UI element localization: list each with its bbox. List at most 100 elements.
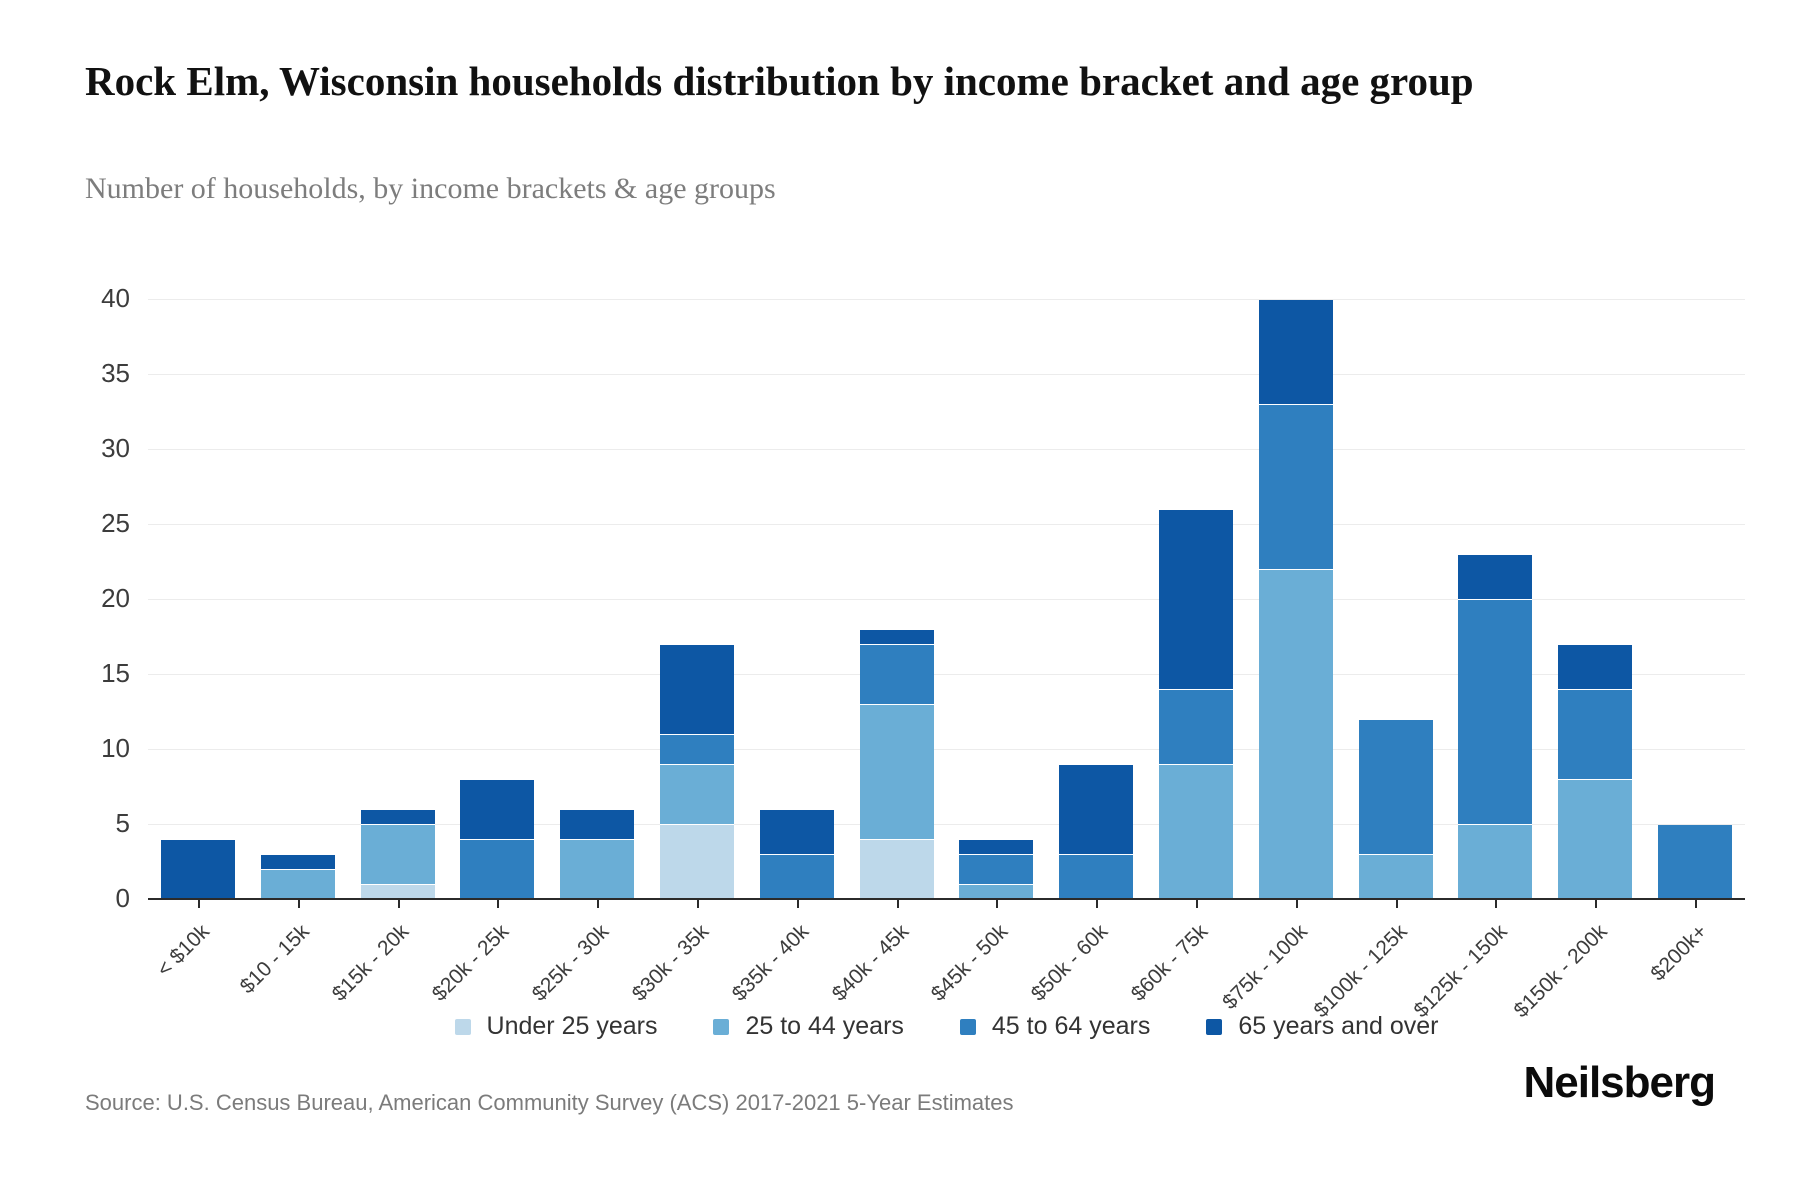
gridline	[148, 749, 1745, 750]
bar-slot: $75k - 100k	[1218, 300, 1346, 1014]
gridline	[148, 374, 1745, 375]
legend-swatch-icon	[959, 1018, 976, 1035]
bar-segment	[859, 630, 934, 645]
bar-slot: < $10k	[148, 300, 248, 981]
x-tick-label: $35k - 40k	[727, 920, 814, 1006]
x-tick-mark	[1096, 900, 1099, 908]
bars-container: < $10k $10 - 15k $15k - 20k $20k - 25k $25k …	[148, 300, 1745, 1022]
bar-segment	[260, 870, 335, 900]
bar-segment	[460, 780, 535, 840]
bar-segment	[1059, 765, 1134, 855]
x-tick-label: $45k - 50k	[927, 920, 1013, 1006]
x-tick-label: $20k - 25k	[428, 920, 514, 1006]
bar-slot: $10 - 15k	[236, 300, 348, 998]
x-tick-mark	[1495, 900, 1498, 908]
bar-segment	[460, 840, 535, 900]
bar-segment	[1159, 510, 1234, 690]
stacked-bar	[1059, 765, 1134, 900]
bar-segment	[1059, 855, 1134, 900]
x-tick-mark	[297, 900, 300, 908]
stacked-bar	[1458, 555, 1533, 900]
stacked-bar	[260, 855, 335, 900]
stacked-bar	[1658, 825, 1733, 900]
plot-area: 0 5 10 15 20 25 30 35 40 < $10k $10 - 15k $15k - 2…	[101, 283, 1745, 1022]
legend-label: 65 years and over	[1238, 1012, 1439, 1040]
bar-segment	[1558, 780, 1633, 900]
stacked-bar	[360, 810, 435, 900]
bar-slot: $20k - 25k	[428, 300, 547, 1006]
bar-slot: $50k - 60k	[1027, 300, 1146, 1006]
legend-swatch-icon	[454, 1018, 471, 1035]
x-tick-label: $60k - 75k	[1126, 920, 1213, 1006]
x-tick-label: < $10k	[152, 920, 215, 982]
bar-segment	[659, 825, 734, 900]
y-tick-label: 10	[101, 733, 130, 763]
legend-swatch-icon	[713, 1018, 730, 1035]
y-tick-label: 25	[101, 508, 130, 538]
y-tick-label: 20	[101, 583, 130, 613]
stacked-bar	[1159, 510, 1234, 900]
x-tick-mark	[1295, 900, 1298, 908]
bar-segment	[260, 855, 335, 870]
bar-segment	[160, 840, 235, 900]
x-tick-label: $30k - 35k	[627, 920, 714, 1006]
y-tick-label: 5	[115, 808, 130, 838]
y-tick-label: 15	[101, 658, 130, 688]
stacked-bar	[759, 810, 834, 900]
legend-item: 25 to 44 years	[713, 1012, 904, 1041]
chart-subtitle: Number of households, by income brackets…	[85, 172, 776, 205]
x-tick-mark	[1395, 900, 1398, 908]
x-tick-mark	[1196, 900, 1199, 908]
bar-segment	[1458, 825, 1533, 900]
bar-segment	[1258, 405, 1333, 570]
x-tick-label: $125k - 150k	[1409, 920, 1512, 1023]
stacked-bar	[859, 630, 934, 900]
legend-label: 45 to 64 years	[991, 1012, 1151, 1040]
x-tick-mark	[896, 900, 899, 908]
bar-segment	[1458, 555, 1533, 600]
bar-segment	[959, 855, 1034, 885]
stacked-bar	[1258, 300, 1333, 900]
y-tick-label: 30	[101, 433, 130, 463]
bar-segment	[1358, 720, 1433, 855]
stacked-bar	[959, 840, 1034, 900]
x-tick-mark	[696, 900, 699, 908]
gridline	[148, 674, 1745, 675]
bar-segment	[1558, 645, 1633, 690]
bar-slot: $30k - 35k	[628, 300, 747, 1006]
bar-segment	[859, 645, 934, 705]
x-tick-label: $100k - 125k	[1309, 920, 1412, 1023]
gridline	[148, 524, 1745, 525]
y-tick-label: 40	[101, 283, 130, 313]
bar-segment	[360, 825, 435, 885]
bar-segment	[959, 885, 1034, 900]
bar-segment	[1258, 300, 1333, 405]
neilsberg-logo: Neilsberg	[1523, 1058, 1716, 1107]
stacked-bar	[1558, 645, 1633, 900]
bar-segment	[1258, 570, 1333, 900]
legend-item: 65 years and over	[1206, 1012, 1438, 1041]
x-tick-label: $25k - 30k	[527, 920, 614, 1006]
bar-segment	[659, 765, 734, 825]
x-tick-mark	[597, 900, 600, 908]
stacked-bar	[160, 840, 235, 900]
bar-slot: $40k - 45k	[827, 300, 947, 1006]
bar-slot: $100k - 125k	[1310, 300, 1446, 1022]
stacked-bar	[560, 810, 635, 900]
bar-segment	[1159, 690, 1234, 765]
y-tick-label: 35	[101, 358, 130, 388]
x-tick-label: $150k - 200k	[1509, 920, 1612, 1023]
bar-slot: $125k - 150k	[1410, 300, 1546, 1022]
bar-segment	[1159, 765, 1234, 900]
x-tick-label: $75k - 100k	[1218, 920, 1313, 1014]
legend-item: 45 to 64 years	[959, 1012, 1151, 1041]
gridline	[148, 299, 1745, 300]
x-tick-mark	[1595, 900, 1598, 908]
bar-segment	[659, 735, 734, 765]
bar-segment	[1658, 825, 1733, 900]
stacked-bar	[659, 645, 734, 900]
bar-segment	[1458, 600, 1533, 825]
bar-segment	[759, 855, 834, 900]
y-tick-label: 0	[115, 883, 130, 913]
